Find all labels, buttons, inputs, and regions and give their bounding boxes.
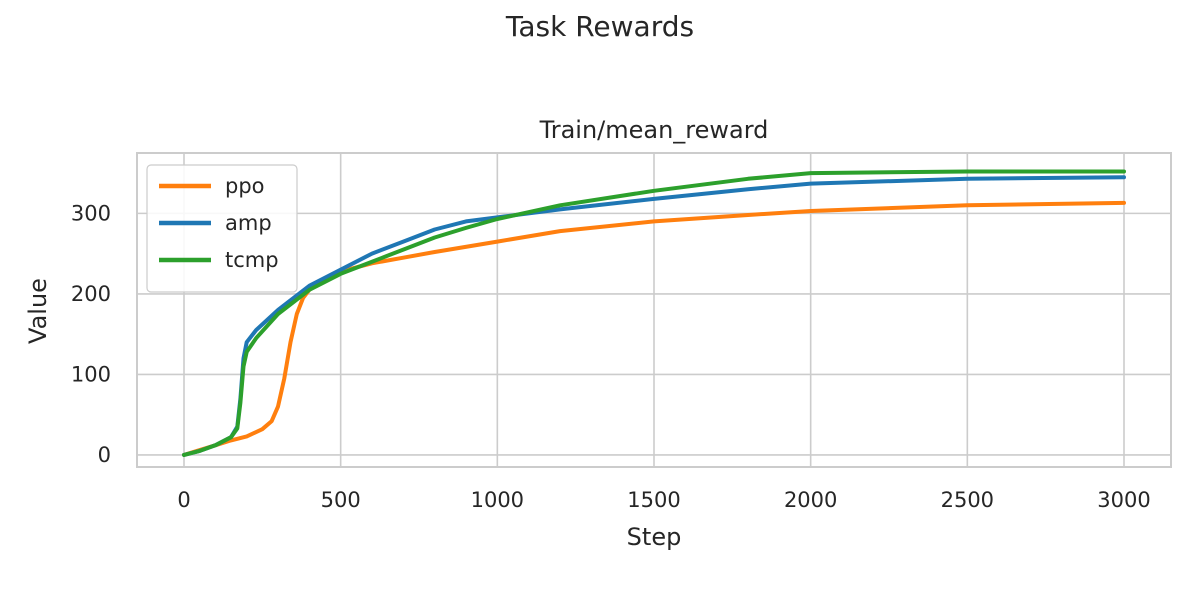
x-tick-label: 3000 (1097, 488, 1150, 512)
x-tick-label: 1500 (627, 488, 680, 512)
y-tick-label: 300 (71, 201, 111, 225)
y-axis-label: Value (24, 278, 52, 344)
legend-label-tcmp: tcmp (225, 248, 279, 272)
y-tick-label: 0 (98, 443, 111, 467)
y-tick-label: 200 (71, 282, 111, 306)
series-line-tcmp (182, 169, 1126, 457)
figure-suptitle: Task Rewards (505, 10, 694, 43)
x-tick-label: 2000 (784, 488, 837, 512)
legend-label-ppo: ppo (225, 174, 265, 198)
chart-title: Train/mean_reward (539, 116, 769, 144)
x-tick-label: 500 (321, 488, 361, 512)
plot-frame (136, 152, 1172, 468)
legend-label-amp: amp (225, 211, 272, 235)
series-lines (182, 169, 1126, 457)
y-tick-label: 100 (71, 362, 111, 386)
x-axis-label: Step (627, 523, 682, 551)
x-axis-ticks: 0 500 1000 1500 2000 2500 3000 (177, 488, 1150, 512)
legend: ppo amp tcmp (146, 164, 298, 293)
x-tick-label: 1000 (471, 488, 524, 512)
x-tick-label: 0 (177, 488, 190, 512)
y-axis-ticks: 0 100 200 300 (71, 201, 111, 467)
x-tick-label: 2500 (941, 488, 994, 512)
